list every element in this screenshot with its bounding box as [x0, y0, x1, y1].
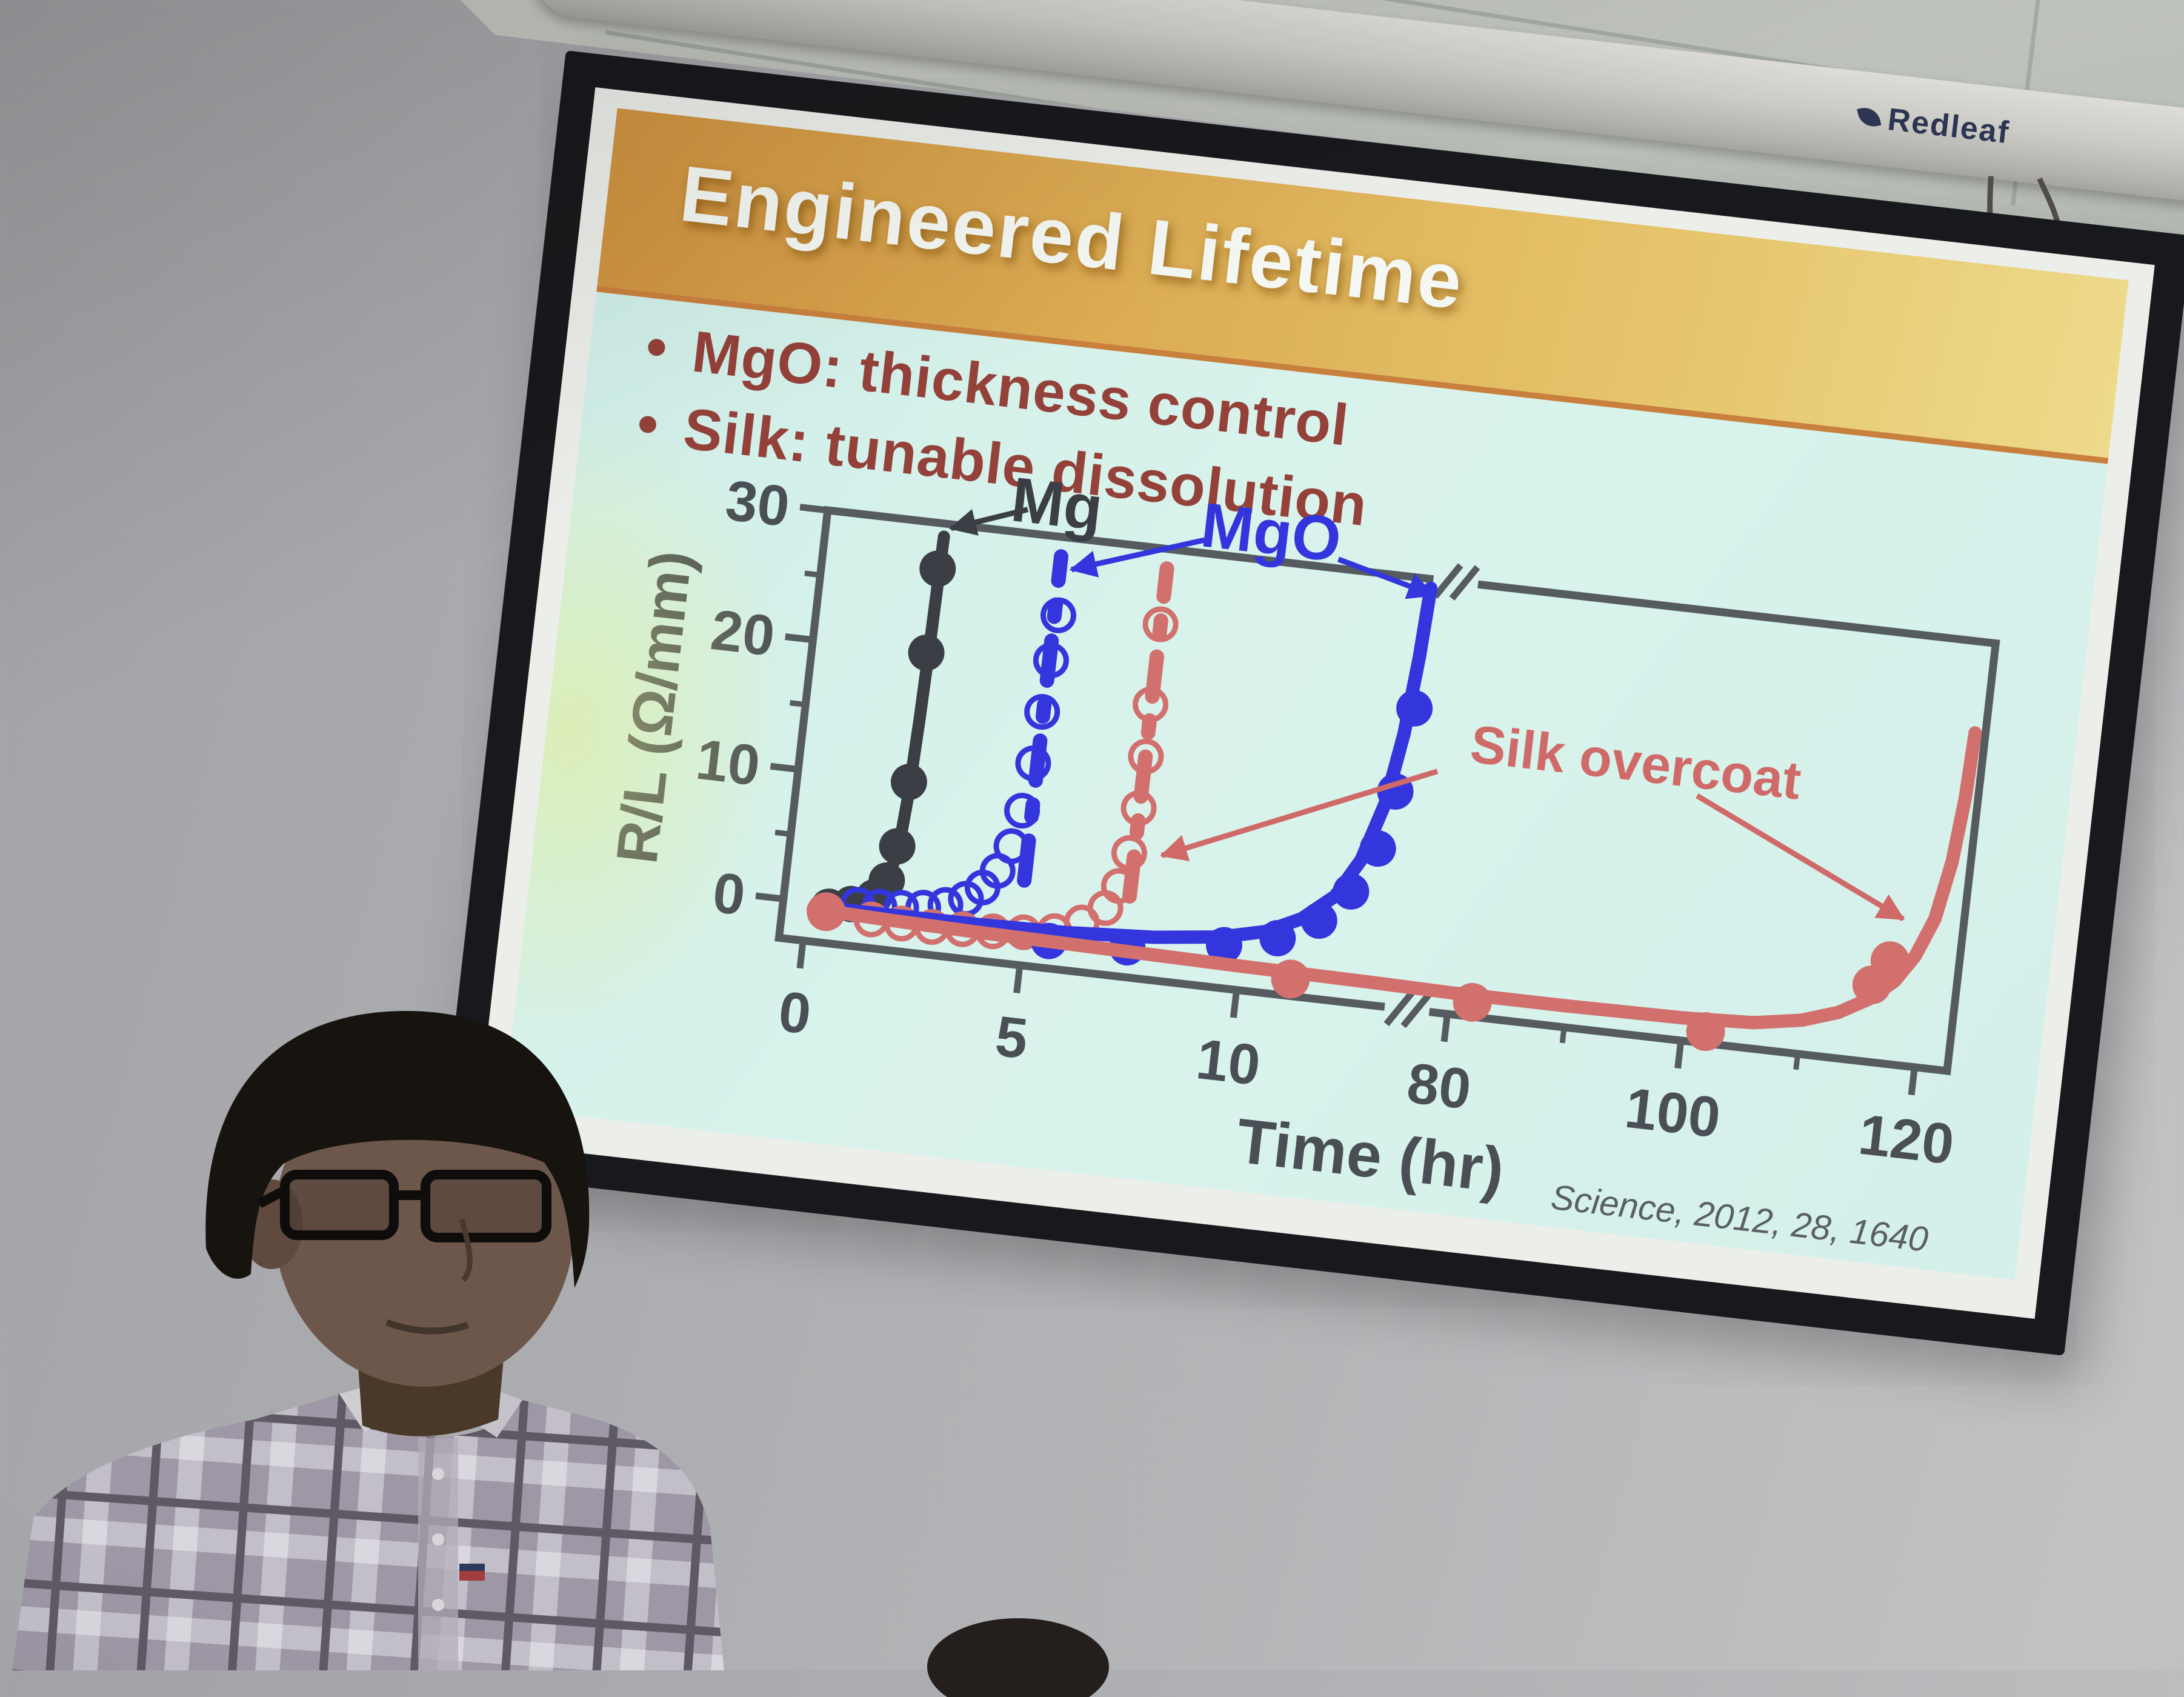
y-axis-title: R/L (Ω/mm) [604, 547, 704, 867]
presenter-glasses [257, 1170, 551, 1242]
presenter-mouth [385, 1319, 469, 1335]
svg-text:0: 0 [710, 860, 748, 927]
foreground-object [927, 1618, 1109, 1697]
series-mg [810, 530, 956, 925]
housing-brand-text: Redleaf [1886, 102, 2012, 151]
presenter [12, 1011, 724, 1670]
presenter-nose [459, 1218, 473, 1282]
svg-text:80: 80 [1404, 1051, 1474, 1121]
svg-text:10: 10 [1193, 1027, 1263, 1097]
slide: Engineered Lifetime MgO: thickness contr… [503, 108, 2129, 1280]
svg-text:120: 120 [1856, 1102, 1957, 1176]
redleaf-logo-icon [1857, 105, 1882, 130]
annotation-mgo: MgO [1197, 490, 1345, 575]
svg-text:100: 100 [1622, 1076, 1723, 1150]
svg-text:30: 30 [722, 468, 793, 538]
svg-text:10: 10 [693, 727, 764, 798]
housing-brand: Redleaf [1857, 98, 2011, 152]
screen-frame: Engineered Lifetime MgO: thickness contr… [438, 50, 2184, 1356]
presenter-hair [205, 1011, 590, 1288]
citation: Science, 2012, 28, 1640 [1549, 1178, 1930, 1259]
presenter-shirt [12, 1381, 724, 1670]
svg-text:20: 20 [708, 598, 778, 668]
presenter-head [205, 1011, 590, 1436]
annotation-silk-overcoat: Silk overcoat [1468, 713, 1804, 810]
screen-surface: Engineered Lifetime MgO: thickness contr… [475, 87, 2155, 1319]
projector-screen-assembly: Redleaf Engineered Lifetime MgO: thickne… [438, 0, 2184, 1356]
series-silk-thin-dashed- [853, 561, 1179, 950]
annotation-mg: Mg [1008, 464, 1106, 544]
bullet-dot-icon [647, 338, 666, 357]
